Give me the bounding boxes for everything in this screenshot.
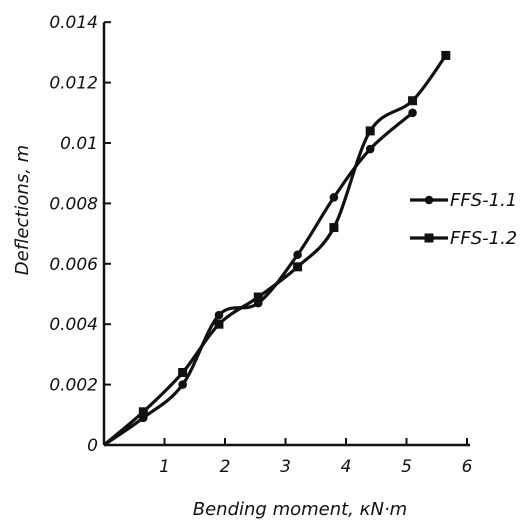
y-tick-label: 0.004 xyxy=(49,315,98,335)
y-axis-label: Deflections, m xyxy=(12,145,33,275)
x-tick-label: 2 xyxy=(220,457,231,477)
y-tick-label: 0.008 xyxy=(49,194,98,214)
legend-marker xyxy=(424,195,434,205)
series-layer xyxy=(102,50,451,447)
data-point xyxy=(408,96,418,106)
y-tick-label: 0.012 xyxy=(49,74,98,94)
data-point xyxy=(441,50,451,60)
data-point xyxy=(293,262,303,272)
data-point xyxy=(178,380,187,389)
legend-item-ffs-1-1: FFS-1.1 xyxy=(410,190,517,211)
data-point xyxy=(293,250,302,260)
series-ffs-1-2 xyxy=(102,50,451,447)
legend: FFS-1.1 FFS-1.2 xyxy=(410,190,517,249)
y-tick-label: 0.01 xyxy=(60,134,98,154)
data-point xyxy=(365,144,375,154)
data-point xyxy=(329,193,339,202)
x-axis-label: Bending moment, кN·m xyxy=(193,499,407,520)
data-point xyxy=(138,407,148,417)
data-point xyxy=(214,310,224,320)
legend-marker xyxy=(424,233,434,243)
x-tick-label: 4 xyxy=(341,457,352,477)
series-line-ffs-1-2 xyxy=(102,54,448,447)
data-point xyxy=(365,126,375,136)
x-tick-label: 3 xyxy=(280,457,291,477)
y-tick-label: 0.014 xyxy=(49,13,98,33)
y-tick-label: 0.006 xyxy=(49,255,98,275)
data-point xyxy=(178,368,188,378)
axes: 0 0.002 0.004 0.006 0.008 0.01 0.012 0.014 1 2 3 4 5… xyxy=(49,13,472,477)
series-line-ffs-1-1 xyxy=(103,111,414,447)
data-point xyxy=(329,223,339,233)
y-tick-label: 0.002 xyxy=(49,376,98,396)
x-tick-label: 5 xyxy=(401,457,412,477)
legend-label: FFS-1.2 xyxy=(450,228,517,249)
x-tick-label: 1 xyxy=(159,457,170,477)
legend-item-ffs-1-2: FFS-1.2 xyxy=(410,228,517,249)
x-tick-label: 6 xyxy=(462,457,473,477)
legend-label: FFS-1.1 xyxy=(450,190,517,211)
data-point xyxy=(214,319,224,329)
series-ffs-1-1 xyxy=(103,108,417,447)
data-point xyxy=(408,108,417,118)
data-point xyxy=(253,292,263,302)
y-tick-label: 0 xyxy=(87,436,98,456)
